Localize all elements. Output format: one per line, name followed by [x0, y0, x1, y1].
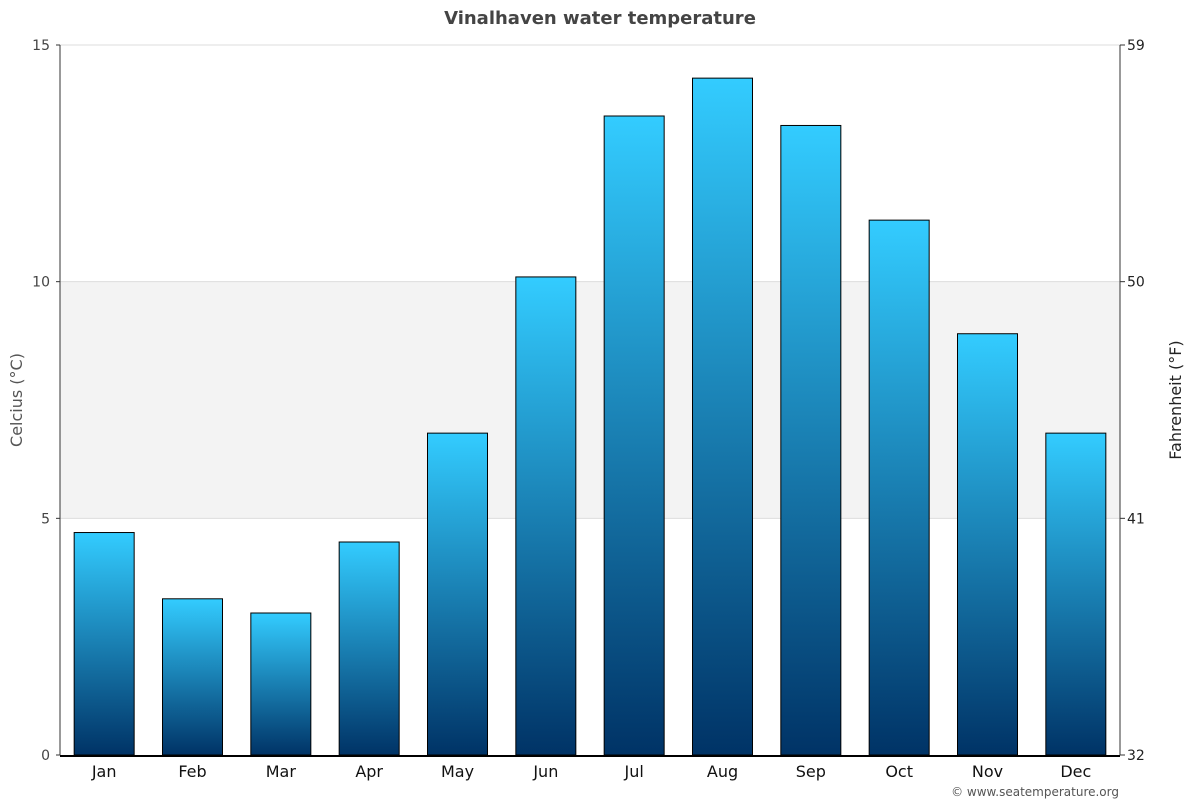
y2-tick-label: 50 [1127, 275, 1145, 291]
y2-tick-label: 41 [1127, 511, 1145, 527]
y2-tick-label: 32 [1127, 748, 1145, 764]
bar-nov [957, 333, 1018, 756]
y2-tick-label: 59 [1127, 38, 1145, 54]
bar-dec [1045, 432, 1107, 756]
y-tick-label: 0 [41, 748, 50, 764]
x-tick-label: May [441, 762, 474, 781]
footer-credit: © www.seatemperature.org [951, 785, 1119, 799]
bar-jan [73, 532, 135, 756]
x-tick-label: Jul [624, 762, 644, 781]
x-tick-label: Mar [266, 762, 297, 781]
bar-may [427, 432, 488, 756]
bar-jun [515, 276, 577, 756]
chart-title: Vinalhaven water temperature [444, 8, 756, 29]
bar-jul [603, 115, 665, 756]
y-tick-label: 15 [32, 38, 50, 54]
x-tick-label: Sep [796, 762, 826, 781]
bar-apr [338, 541, 400, 756]
x-tick-label: Apr [355, 762, 383, 781]
x-tick-label: Jan [91, 762, 117, 781]
shaded-band [60, 281, 1120, 519]
bar-mar [250, 612, 312, 756]
bar-aug [692, 77, 753, 756]
y2-axis-label: Fahrenheit (°F) [1166, 340, 1185, 459]
bar-oct [868, 219, 930, 756]
y-tick-label: 5 [41, 511, 50, 527]
y-tick-label: 10 [32, 275, 50, 291]
y-axis-label: Celcius (°C) [7, 353, 26, 447]
x-tick-label: Nov [972, 762, 1003, 781]
x-tick-label: Jun [532, 762, 558, 781]
bar-feb [162, 598, 223, 756]
x-tick-label: Aug [707, 762, 738, 781]
x-tick-label: Oct [885, 762, 913, 781]
bar-sep [780, 124, 842, 756]
x-tick-label: Dec [1060, 762, 1091, 781]
x-tick-label: Feb [178, 762, 206, 781]
